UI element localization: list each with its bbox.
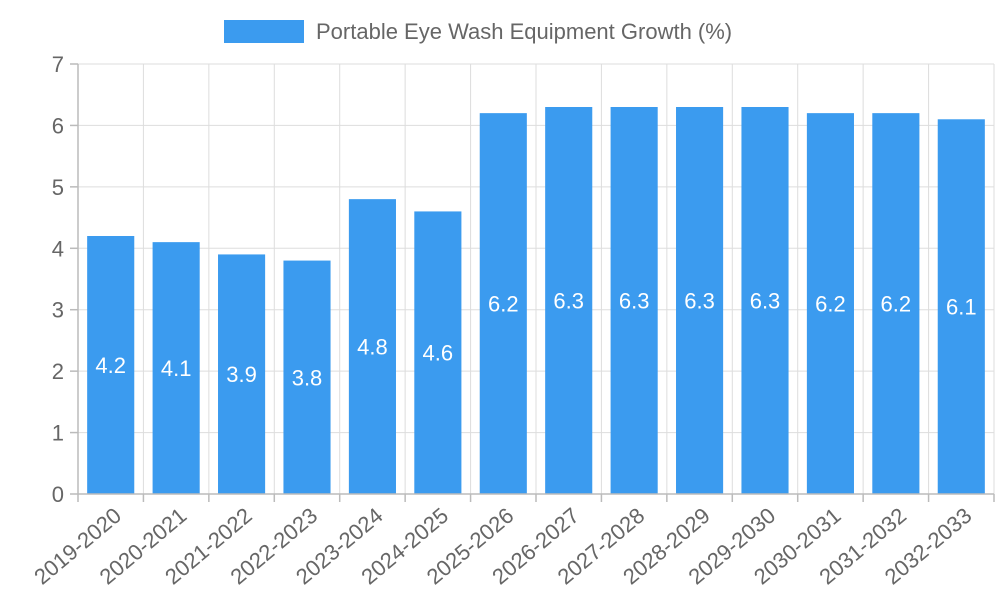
- bar[interactable]: [479, 113, 527, 495]
- y-tick-label: 7: [52, 52, 64, 77]
- bar[interactable]: [283, 260, 331, 494]
- bar[interactable]: [806, 113, 854, 495]
- bar[interactable]: [348, 199, 396, 494]
- y-tick-label: 0: [52, 482, 64, 507]
- bars-layer: [87, 107, 985, 495]
- labels-layer: 4.2 4.1 3.9 3.8 4.8 4.6 6.2 6.3 6.3 6.3 6.3 6.2 6.2 6…: [95, 289, 976, 391]
- bar-value-label: 3.9: [226, 362, 257, 387]
- bar-value-label: 4.8: [357, 335, 388, 360]
- y-tick-label: 1: [52, 421, 64, 446]
- bar[interactable]: [872, 113, 920, 495]
- y-tick-label: 2: [52, 359, 64, 384]
- legend-swatch: [224, 20, 304, 43]
- bar[interactable]: [610, 107, 658, 494]
- bar[interactable]: [937, 119, 985, 495]
- bar-value-label: 6.2: [881, 292, 912, 317]
- bar[interactable]: [676, 107, 724, 494]
- bar[interactable]: [414, 211, 462, 494]
- bar-value-label: 6.2: [815, 292, 846, 317]
- bar-value-label: 6.3: [750, 289, 781, 314]
- bar[interactable]: [218, 254, 266, 494]
- bar-value-label: 6.3: [684, 289, 715, 314]
- bar-value-label: 4.2: [95, 353, 126, 378]
- bar-value-label: 3.8: [292, 365, 323, 390]
- bar[interactable]: [741, 107, 789, 494]
- legend-label: Portable Eye Wash Equipment Growth (%): [316, 19, 732, 44]
- bar-value-label: 6.2: [488, 292, 519, 317]
- grid-layer: [77, 63, 995, 495]
- y-tick-label: 4: [52, 236, 64, 261]
- bar-value-label: 4.6: [423, 341, 454, 366]
- y-tick-label: 3: [52, 298, 64, 323]
- bar[interactable]: [545, 107, 593, 494]
- y-tick-label: 5: [52, 175, 64, 200]
- bar-value-label: 6.3: [619, 289, 650, 314]
- bar-value-label: 6.1: [946, 295, 977, 320]
- legend[interactable]: Portable Eye Wash Equipment Growth (%): [224, 19, 732, 44]
- bar-value-label: 4.1: [161, 356, 192, 381]
- bar[interactable]: [87, 236, 135, 494]
- bar[interactable]: [152, 242, 200, 494]
- bar-value-label: 6.3: [553, 289, 584, 314]
- y-tick-label: 6: [52, 113, 64, 138]
